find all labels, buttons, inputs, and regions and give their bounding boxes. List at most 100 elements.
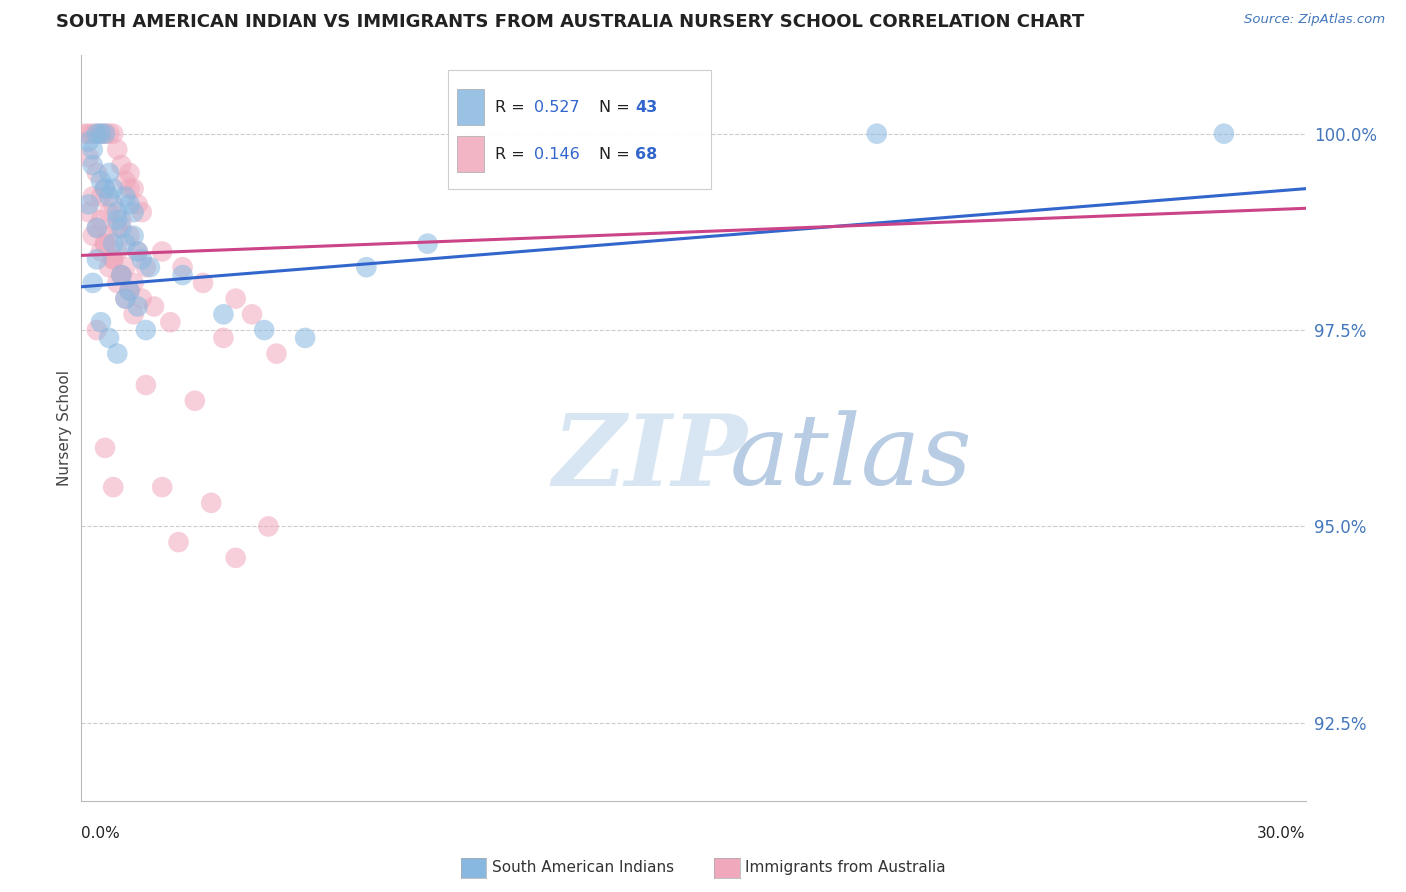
Point [253,323,276,337]
Text: 0.146: 0.146 [534,147,579,161]
Point [294,331,316,345]
Text: 0.527: 0.527 [534,100,579,115]
Point [131,292,153,306]
Point [94,127,117,141]
Point [356,260,378,275]
Text: SOUTH AMERICAN INDIAN VS IMMIGRANTS FROM AUSTRALIA NURSERY SCHOOL CORRELATION CH: SOUTH AMERICAN INDIAN VS IMMIGRANTS FROM… [56,13,1084,31]
Point [90,127,112,141]
Point [135,323,157,337]
Point [257,519,280,533]
Text: N =: N = [599,100,634,115]
Text: 68: 68 [636,147,658,161]
Point [77,150,100,164]
Point [90,213,112,227]
Text: N =: N = [599,147,634,161]
Point [266,346,288,360]
Point [94,441,117,455]
Point [98,189,121,203]
Point [110,158,132,172]
Point [90,244,112,259]
Point [82,228,104,243]
Point [110,221,132,235]
Point [101,252,124,267]
FancyBboxPatch shape [457,136,484,172]
Point [110,213,132,227]
Point [86,252,108,267]
Point [105,221,128,235]
Point [98,166,121,180]
Point [101,127,124,141]
Point [118,228,141,243]
Text: R =: R = [495,147,530,161]
Point [94,182,117,196]
Point [167,535,190,549]
Point [86,221,108,235]
Point [101,182,124,196]
Point [212,307,235,321]
Point [101,197,124,211]
Point [94,182,117,196]
Point [172,268,194,282]
Point [105,276,128,290]
Point [86,127,108,141]
Point [122,182,145,196]
Point [122,276,145,290]
Point [82,276,104,290]
Point [240,307,263,321]
Point [73,127,96,141]
Point [110,268,132,282]
Point [118,197,141,211]
Point [131,252,153,267]
Point [98,260,121,275]
Point [866,127,889,141]
Point [127,244,149,259]
Point [225,292,247,306]
Point [212,331,235,345]
Point [122,228,145,243]
Point [82,158,104,172]
Point [94,127,117,141]
Point [94,236,117,251]
Text: 30.0%: 30.0% [1257,826,1306,841]
Point [139,260,162,275]
Point [1213,127,1236,141]
Text: ZIP: ZIP [553,409,747,507]
Point [114,292,136,306]
Point [118,284,141,298]
Point [191,276,214,290]
Point [82,127,104,141]
Y-axis label: Nursery School: Nursery School [58,370,72,486]
Point [122,307,145,321]
Point [105,213,128,227]
Point [98,205,121,219]
Point [98,228,121,243]
Point [416,236,439,251]
Point [86,323,108,337]
Point [127,197,149,211]
Point [77,135,100,149]
Point [150,244,173,259]
Point [82,189,104,203]
Point [98,127,121,141]
Point [98,331,121,345]
Point [82,142,104,156]
Point [101,480,124,494]
Point [135,260,157,275]
Text: 0.0%: 0.0% [80,826,120,841]
Point [122,205,145,219]
Point [110,268,132,282]
Point [105,142,128,156]
Point [114,292,136,306]
Text: Immigrants from Australia: Immigrants from Australia [745,861,946,875]
Point [86,166,108,180]
Point [135,378,157,392]
Point [150,480,173,494]
Text: South American Indians: South American Indians [492,861,675,875]
Point [200,496,222,510]
Point [90,315,112,329]
Point [105,346,128,360]
Point [77,205,100,219]
Point [86,221,108,235]
Text: Source: ZipAtlas.com: Source: ZipAtlas.com [1244,13,1385,27]
Point [118,284,141,298]
